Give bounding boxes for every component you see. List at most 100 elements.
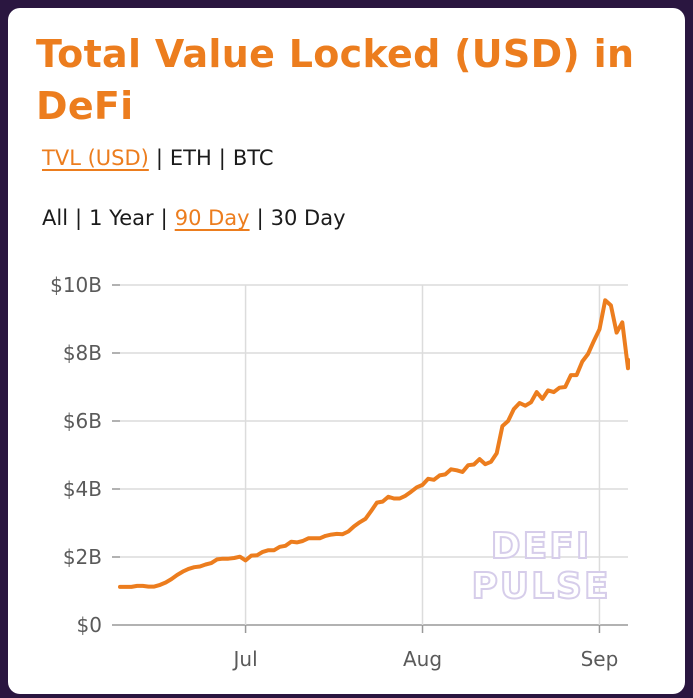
data-point (232, 556, 236, 560)
data-point (129, 585, 133, 589)
data-point (375, 501, 379, 505)
x-tick-label: Aug (403, 647, 442, 671)
chart-grid (120, 284, 628, 626)
data-point (301, 539, 305, 543)
data-point (603, 298, 607, 302)
data-point (495, 451, 499, 455)
data-point (535, 390, 539, 394)
data-point (204, 562, 208, 567)
data-point (489, 460, 493, 464)
data-point (512, 407, 516, 411)
chart-card (8, 8, 685, 694)
data-point (398, 496, 402, 501)
data-point (306, 536, 310, 540)
y-tick-label: $8B (63, 341, 102, 365)
data-point (615, 331, 619, 335)
y-tick-label: $6B (63, 409, 102, 433)
data-point (266, 548, 270, 552)
data-point (198, 564, 202, 569)
data-point (341, 532, 345, 536)
data-point (557, 386, 562, 390)
data-point (426, 477, 430, 481)
data-point (472, 462, 476, 467)
metric-option-btc[interactable]: BTC (232, 146, 274, 170)
data-point (460, 470, 465, 474)
data-point (152, 585, 156, 589)
data-point (272, 548, 276, 552)
watermark-line-1: DEFI (491, 526, 591, 567)
y-tick-label: $0 (77, 613, 102, 637)
data-point (346, 529, 350, 534)
data-point (283, 544, 288, 548)
data-point (586, 352, 590, 356)
data-point (597, 327, 602, 331)
data-point (363, 517, 367, 521)
data-point (158, 583, 162, 587)
data-point (540, 397, 545, 401)
y-tick-label: $10B (50, 273, 102, 297)
range-separator: | (75, 206, 83, 230)
metric-option-eth[interactable]: ETH (169, 146, 212, 170)
range-separator: | (256, 206, 264, 230)
data-point (289, 540, 293, 544)
data-point (466, 463, 470, 467)
data-point (369, 509, 373, 513)
data-point (186, 567, 191, 571)
data-point (443, 472, 447, 476)
data-point (295, 540, 299, 545)
data-point (175, 573, 179, 577)
range-option-30-day[interactable]: 30 Day (270, 206, 346, 230)
data-point (500, 424, 504, 428)
data-point (546, 388, 550, 392)
defi-pulse-watermark: DEFI PULSE (470, 525, 609, 608)
data-point (249, 554, 253, 558)
data-point (238, 555, 242, 559)
data-point (135, 584, 139, 588)
data-point (483, 462, 487, 466)
y-axis: $0 $2B $4B $6B $8B $10B (50, 273, 120, 637)
data-point (392, 496, 396, 501)
data-point (409, 490, 413, 494)
data-point (141, 584, 145, 588)
data-point (626, 358, 630, 362)
range-option-all[interactable]: All (42, 206, 69, 230)
data-point (255, 553, 259, 557)
x-axis: Jul Aug Sep (232, 625, 619, 671)
data-point (323, 534, 328, 538)
data-point (209, 561, 213, 565)
data-point (575, 373, 579, 377)
range-option-1-year[interactable]: 1 Year (89, 206, 154, 230)
data-point (226, 557, 230, 561)
data-point (529, 400, 533, 404)
data-point (518, 401, 522, 405)
data-point (455, 468, 459, 472)
data-point (569, 373, 573, 377)
data-point (312, 536, 316, 540)
data-point (244, 558, 248, 563)
data-point (609, 303, 613, 307)
data-point (552, 390, 556, 394)
data-point (592, 339, 596, 343)
data-point (403, 494, 407, 498)
data-point (449, 467, 453, 471)
x-tick-label: Sep (581, 647, 619, 671)
tvl-data-points (118, 298, 630, 589)
range-selector: All | 1 Year | 90 Day | 30 Day (42, 206, 346, 230)
data-point (192, 565, 196, 569)
data-point (329, 533, 333, 537)
data-point (415, 485, 419, 489)
data-point (169, 577, 173, 581)
data-point (181, 570, 185, 574)
data-point (506, 419, 510, 423)
range-separator: | (160, 206, 168, 230)
metric-separator: | (218, 146, 226, 170)
data-point (164, 580, 168, 585)
metric-option-tvl-usd[interactable]: TVL (USD) (42, 146, 149, 170)
data-point (124, 585, 128, 589)
y-tick-label: $2B (63, 545, 102, 569)
data-point (146, 585, 151, 589)
range-option-90-day[interactable]: 90 Day (174, 206, 250, 230)
data-point (620, 320, 624, 324)
data-point (215, 557, 219, 562)
